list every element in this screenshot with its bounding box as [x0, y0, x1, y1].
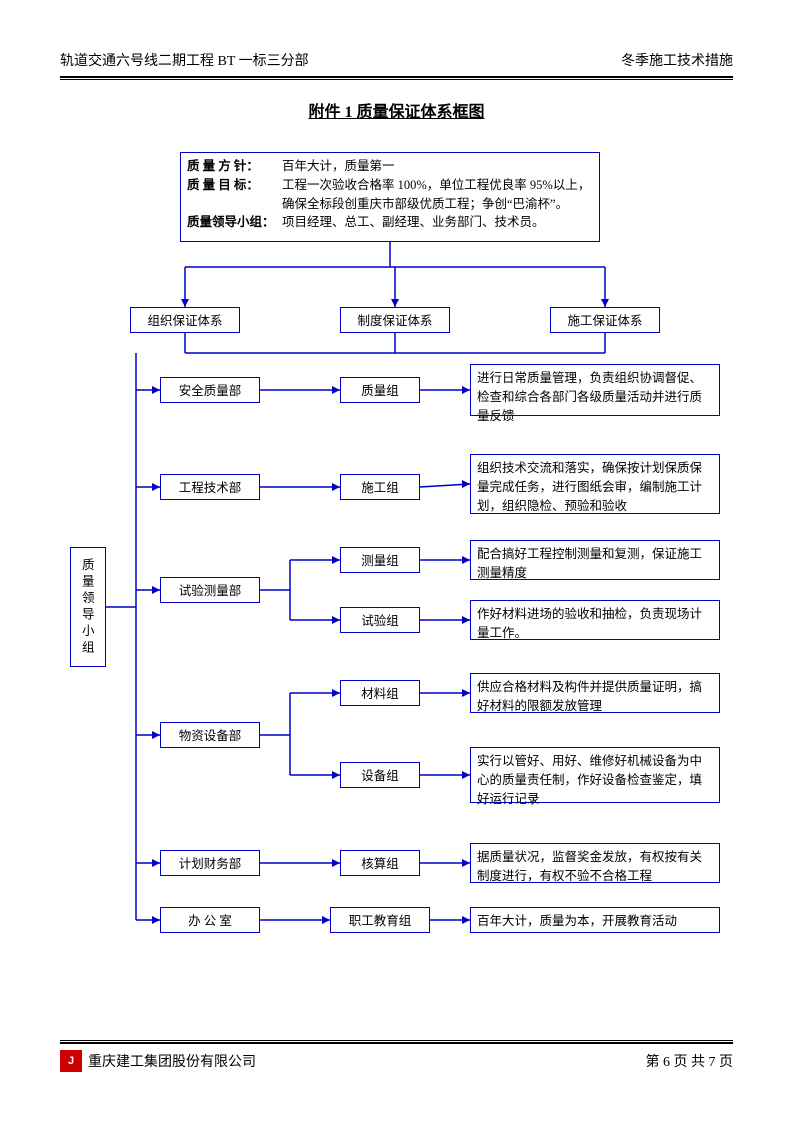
flowchart: 质 量 方 针：百年大计，质量第一质 量 目 标：工程一次验收合格率 100%，…	[60, 152, 733, 982]
footer-page: 第 6 页 共 7 页	[646, 1051, 734, 1071]
flowchart-node: 职工教育组	[330, 907, 430, 933]
page-title: 附件 1 质量保证体系框图	[60, 98, 733, 122]
flowchart-node: 供应合格材料及构件并提供质量证明，搞好材料的限额发放管理	[470, 673, 720, 713]
flowchart-node: 制度保证体系	[340, 307, 450, 333]
flowchart-node: 配合搞好工程控制测量和复测，保证施工测量精度	[470, 540, 720, 580]
flowchart-node: 质量领导小组	[70, 547, 106, 667]
flowchart-node: 安全质量部	[160, 377, 260, 403]
flowchart-node: 质量组	[340, 377, 420, 403]
flowchart-node: 核算组	[340, 850, 420, 876]
header-rule	[60, 76, 733, 80]
flowchart-node: 测量组	[340, 547, 420, 573]
flowchart-node: 计划财务部	[160, 850, 260, 876]
flowchart-node: 组织保证体系	[130, 307, 240, 333]
flowchart-node: 试验组	[340, 607, 420, 633]
company-logo-icon: J	[60, 1050, 82, 1072]
flowchart-node: 施工组	[340, 474, 420, 500]
flowchart-node: 材料组	[340, 680, 420, 706]
flowchart-node: 质 量 方 针：百年大计，质量第一质 量 目 标：工程一次验收合格率 100%，…	[180, 152, 600, 242]
header-right: 冬季施工技术措施	[621, 50, 733, 70]
flowchart-node: 百年大计，质量为本，开展教育活动	[470, 907, 720, 933]
flowchart-node: 施工保证体系	[550, 307, 660, 333]
flowchart-node: 设备组	[340, 762, 420, 788]
header-left: 轨道交通六号线二期工程 BT 一标三分部	[60, 50, 309, 70]
footer-company: J 重庆建工集团股份有限公司	[60, 1050, 256, 1072]
flowchart-node: 物资设备部	[160, 722, 260, 748]
flowchart-node: 作好材料进场的验收和抽检，负责现场计量工作。	[470, 600, 720, 640]
flowchart-node: 实行以管好、用好、维修好机械设备为中心的质量责任制，作好设备检查鉴定，填好运行记…	[470, 747, 720, 803]
flowchart-node: 组织技术交流和落实，确保按计划保质保量完成任务，进行图纸会审，编制施工计划，组织…	[470, 454, 720, 514]
flowchart-node: 进行日常质量管理，负责组织协调督促、检查和综合各部门各级质量活动并进行质量反馈	[470, 364, 720, 416]
flowchart-node: 试验测量部	[160, 577, 260, 603]
flowchart-node: 工程技术部	[160, 474, 260, 500]
flowchart-node: 据质量状况，监督奖金发放，有权按有关制度进行，有权不验不合格工程	[470, 843, 720, 883]
footer-rule	[60, 1040, 733, 1044]
flowchart-node: 办 公 室	[160, 907, 260, 933]
